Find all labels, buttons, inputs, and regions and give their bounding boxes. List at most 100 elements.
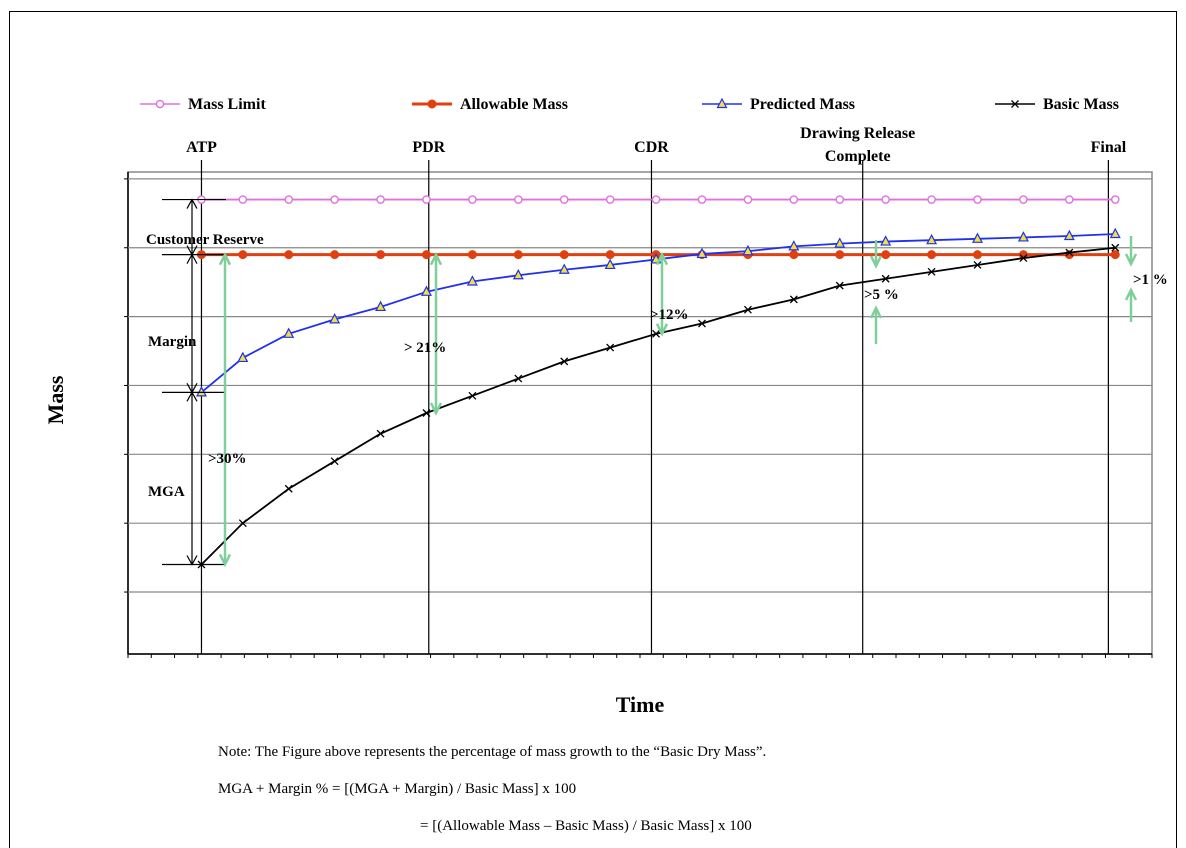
final-growth-label: >1 % — [1133, 272, 1168, 288]
data-point — [512, 269, 524, 280]
x-axis-label: Time — [616, 692, 665, 717]
data-point — [698, 319, 706, 328]
atp-growth-arrow-head — [218, 251, 232, 266]
data-point — [1109, 227, 1121, 239]
data-point — [329, 313, 341, 324]
legend-label: Basic Mass — [1043, 96, 1119, 113]
data-point — [468, 195, 477, 204]
legend-marker — [716, 97, 728, 109]
legend-marker — [1011, 100, 1019, 108]
annotation-labels: Customer Reserve Margin MGA >30% > 21% >12% >5… — [146, 232, 1168, 500]
data-point — [421, 250, 431, 260]
data-point — [789, 295, 798, 304]
data-point — [468, 391, 477, 400]
atp-growth-arrow-head — [218, 553, 232, 568]
data-point — [973, 260, 982, 269]
legend-marker — [427, 99, 437, 109]
data-point — [1019, 254, 1028, 263]
legend-label: Allowable Mass — [460, 96, 568, 113]
data-point — [880, 235, 892, 246]
data-point — [927, 267, 936, 276]
note-line-2: MGA + Margin % = [(MGA + Margin) / Basic… — [218, 781, 577, 797]
milestone-label: Complete — [825, 148, 891, 165]
data-point — [788, 240, 800, 251]
atp-growth-label: >30% — [208, 451, 247, 467]
data-point — [514, 195, 523, 204]
data-point — [743, 305, 752, 314]
annotation-brackets — [162, 198, 1138, 568]
data-point — [560, 357, 569, 366]
plot-border — [127, 171, 1153, 655]
data-point — [1065, 248, 1074, 257]
mga-bracket-head — [186, 555, 198, 566]
series-mass-limit — [197, 195, 1120, 204]
series-basic-mass — [197, 243, 1120, 569]
data-point — [195, 386, 207, 397]
legend-item: Allowable Mass — [412, 96, 568, 113]
data-point — [927, 195, 936, 204]
data-point — [696, 247, 708, 259]
data-point — [1110, 250, 1120, 260]
data-point — [284, 484, 293, 493]
data-point — [1019, 195, 1028, 204]
data-point — [973, 195, 982, 204]
data-point — [789, 195, 799, 204]
data-point — [881, 195, 890, 204]
data-point — [466, 275, 478, 286]
data-point — [513, 250, 523, 260]
data-point — [558, 263, 570, 274]
margin-bracket-head — [186, 253, 198, 264]
data-point — [927, 250, 937, 260]
mga-label: MGA — [148, 484, 185, 500]
data-point — [697, 195, 707, 204]
figure-frame — [9, 11, 1177, 848]
milestone-label: PDR — [412, 139, 445, 156]
pdr-growth-arrow-head — [429, 251, 443, 266]
data-point — [835, 281, 844, 290]
milestone-label: Final — [1091, 139, 1127, 156]
data-point — [284, 195, 294, 204]
final-arrow-up-head — [1124, 287, 1138, 301]
milestone-label: ATP — [186, 139, 217, 156]
data-point — [881, 274, 890, 283]
data-point — [651, 195, 661, 204]
y-axis-label: Mass — [43, 375, 68, 424]
data-point — [330, 457, 339, 466]
data-point — [376, 195, 385, 204]
data-point — [467, 250, 477, 260]
data-point — [834, 237, 846, 248]
data-point — [238, 250, 248, 260]
data-point — [559, 195, 569, 204]
milestone-label: CDR — [634, 139, 669, 156]
data-point — [422, 195, 431, 204]
legend-label: Mass Limit — [188, 96, 266, 113]
data-point — [375, 300, 387, 312]
customer-reserve-label: Customer Reserve — [146, 232, 264, 248]
legend-marker — [155, 99, 165, 109]
data-point — [973, 250, 983, 260]
data-point — [604, 258, 616, 270]
data-point — [376, 250, 386, 260]
legend-label: Predicted Mass — [750, 96, 855, 113]
note-line-1: Note: The Figure above represents the pe… — [218, 744, 767, 760]
pdr-growth-label: > 21% — [404, 340, 446, 356]
data-point — [972, 232, 984, 243]
series-predicted-mass — [195, 227, 1121, 397]
data-point — [376, 429, 385, 438]
mga-bracket-head — [186, 391, 198, 402]
data-point — [559, 250, 569, 260]
margin-label: Margin — [148, 334, 197, 350]
cdr-growth-arrow-head — [655, 323, 669, 337]
cdr-growth-label: >12% — [650, 307, 689, 323]
data-point — [420, 285, 432, 296]
legend: Mass Limit Allowable Mass Predicted Mass Ba… — [140, 96, 1119, 113]
data-point — [283, 327, 295, 338]
data-point — [238, 519, 247, 528]
data-point — [926, 233, 938, 245]
drc-growth-label: >5 % — [864, 287, 899, 303]
data-point — [284, 250, 294, 260]
data-point — [1111, 243, 1120, 252]
data-point — [835, 250, 845, 260]
drc-arrow-down-head — [869, 255, 883, 269]
